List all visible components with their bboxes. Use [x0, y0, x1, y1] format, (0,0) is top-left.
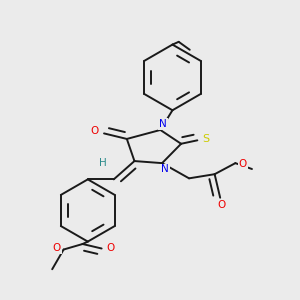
Text: O: O [218, 200, 226, 210]
Text: N: N [159, 119, 167, 129]
Text: O: O [90, 126, 98, 136]
Text: O: O [52, 243, 61, 253]
Text: O: O [106, 243, 114, 253]
Text: S: S [202, 134, 210, 144]
Text: N: N [161, 164, 169, 174]
Text: O: O [239, 159, 247, 169]
Text: H: H [99, 158, 106, 168]
